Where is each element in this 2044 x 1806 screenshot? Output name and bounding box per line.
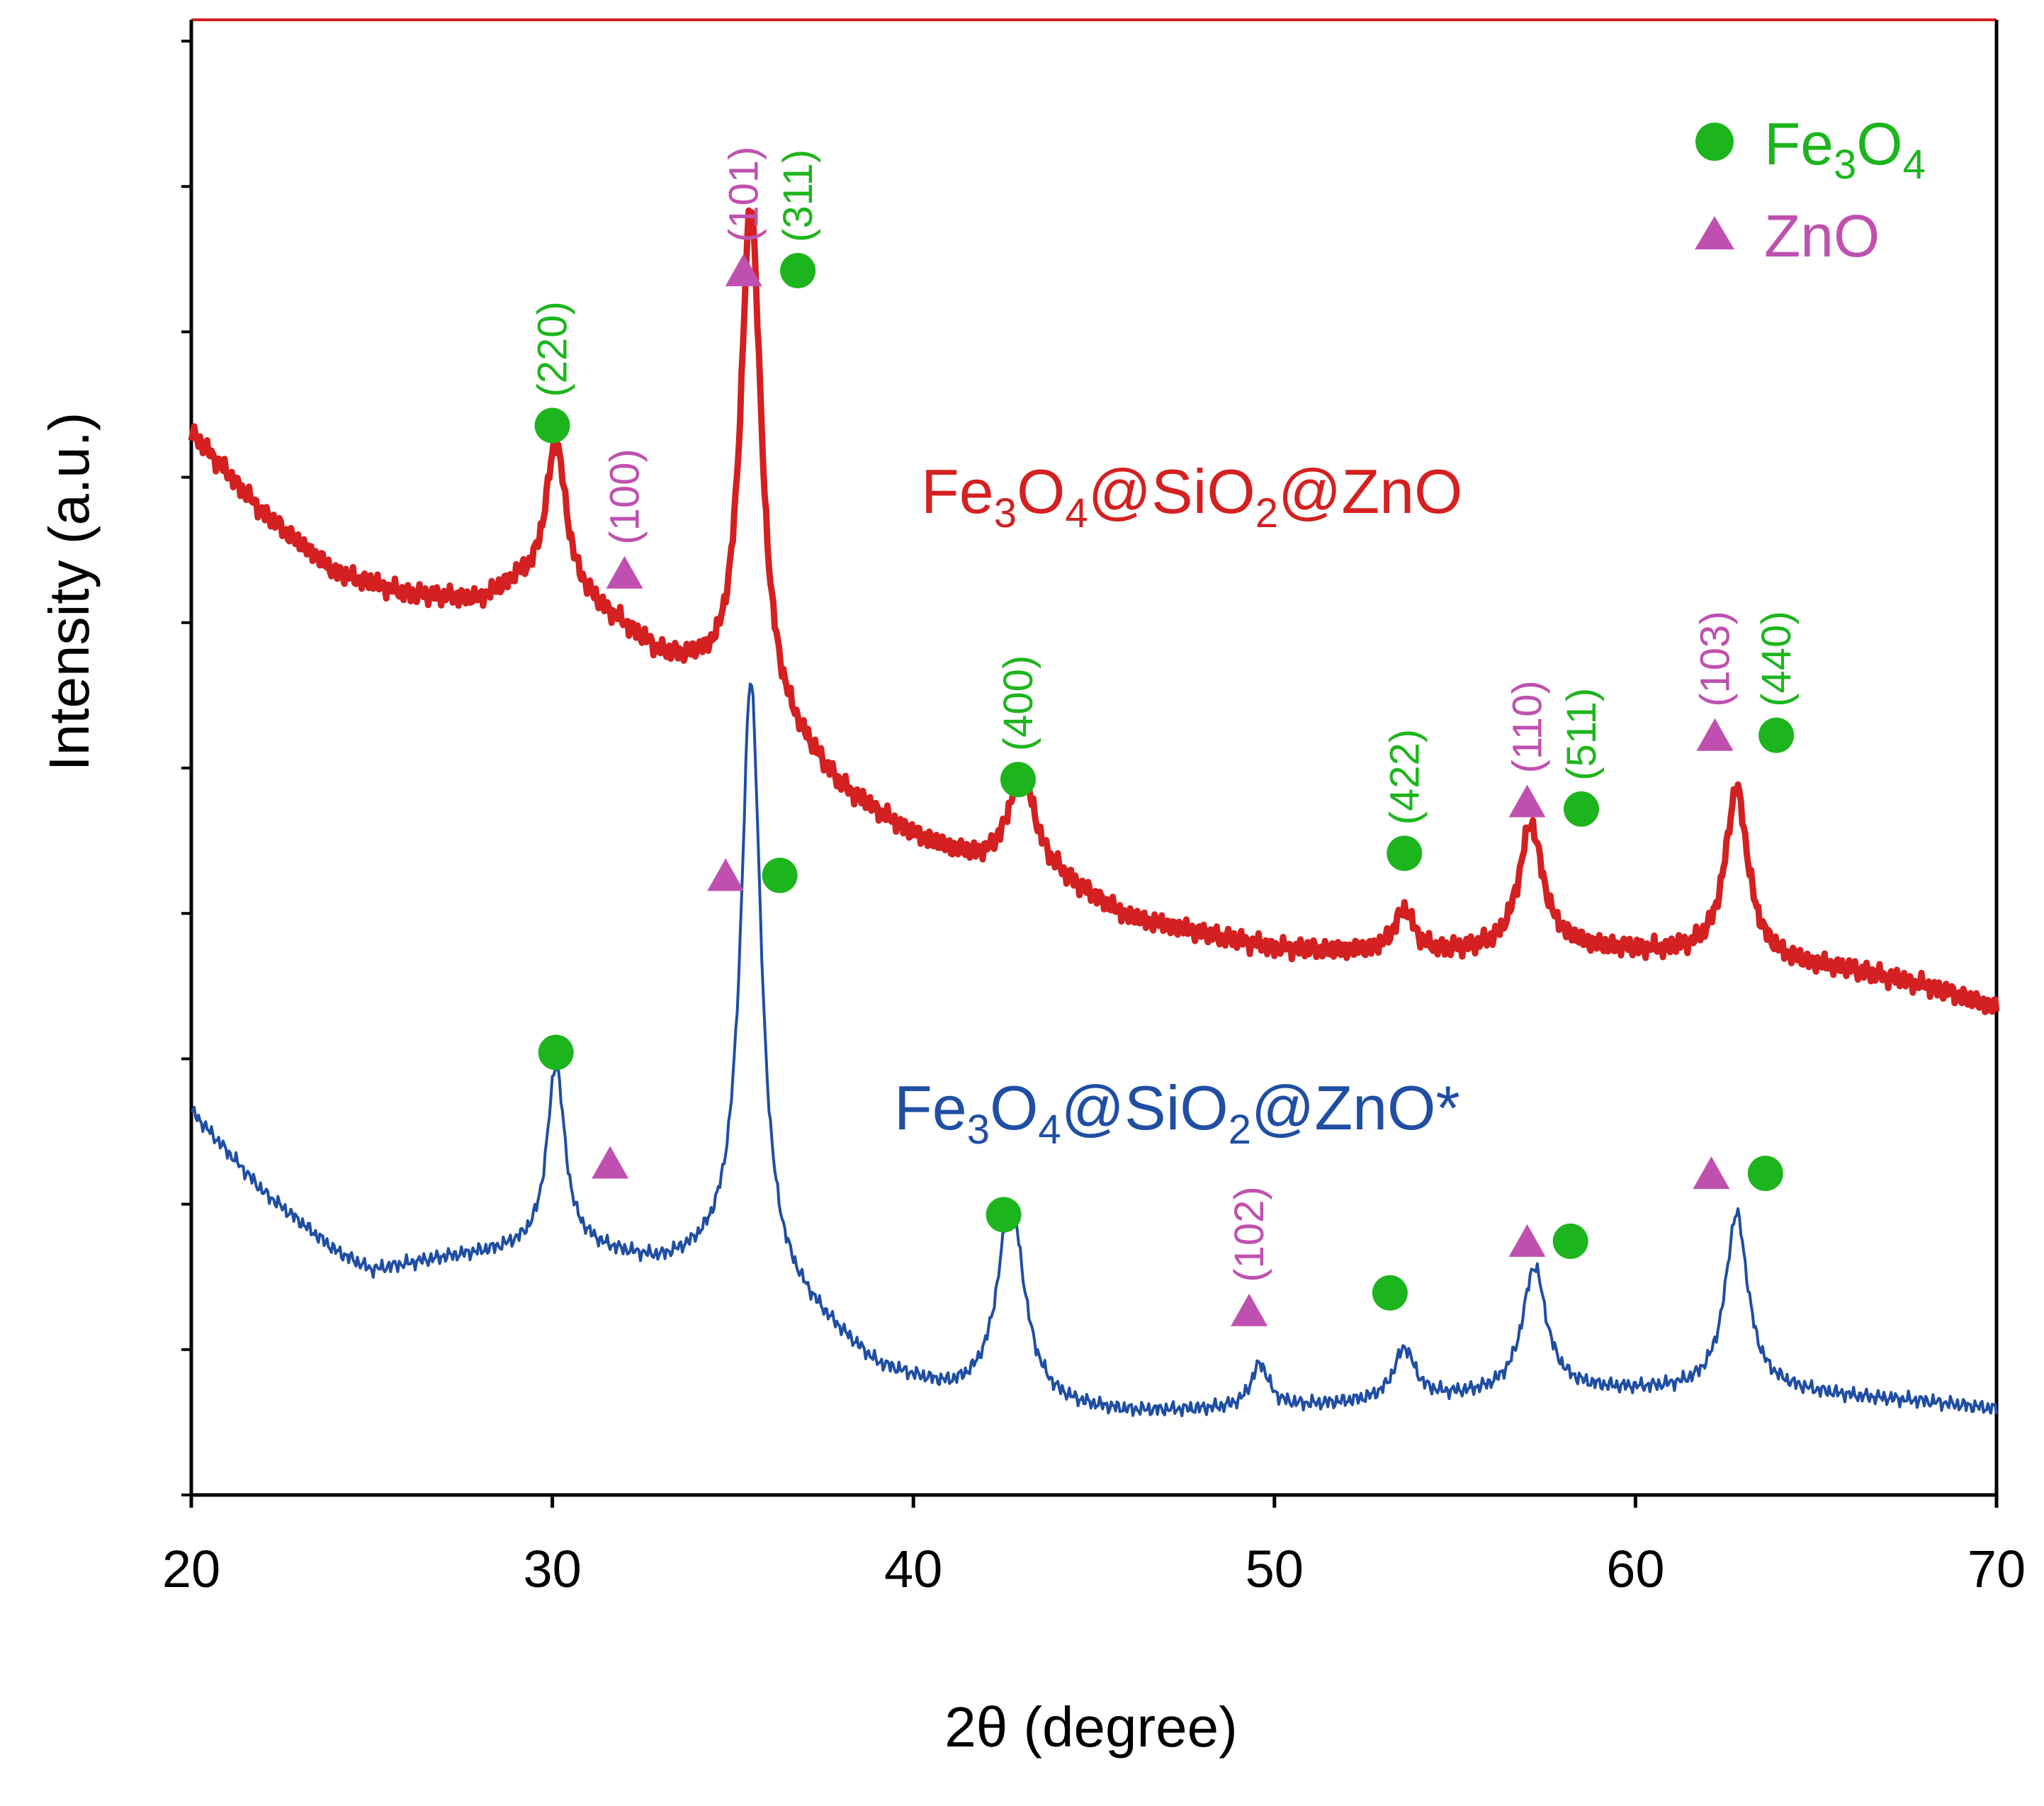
zno-marker-1 xyxy=(606,555,643,589)
fe3o4-marker-16 xyxy=(1372,1275,1408,1311)
fe3o4-marker-11 xyxy=(762,857,798,893)
hkl-label-9: (440) xyxy=(1754,611,1800,706)
zno-marker-15 xyxy=(1231,1293,1268,1326)
x-axis-ticks: 20 30 40 50 60 70 xyxy=(162,1495,2026,1598)
fe3o4-marker-18 xyxy=(1552,1223,1588,1259)
fe3o4-marker-5 xyxy=(1387,835,1423,871)
series-label-fe3o4-sio2-zno-star: Fe3O4@SiO2@ZnO* xyxy=(894,1073,1460,1153)
legend-label-fe3o4: Fe3O4 xyxy=(1764,111,1926,188)
zno-marker-13 xyxy=(592,1146,629,1179)
hkl-label-1: (100) xyxy=(602,448,648,544)
x-axis-title: 2θ (degree) xyxy=(944,1695,1238,1759)
peak-hkl-labels: (220) (100) (101) (311) (400) (422) (110) (511)… xyxy=(530,147,1800,1282)
fe3o4-marker-7 xyxy=(1563,791,1599,827)
zno-marker-6 xyxy=(1508,784,1546,818)
x-tick-label-70: 70 xyxy=(1967,1540,2026,1598)
y-axis-title: Intensity (a.u.) xyxy=(38,412,101,772)
hkl-label-2: (101) xyxy=(721,147,767,242)
legend-circle-marker xyxy=(1695,123,1734,161)
hkl-label-4: (400) xyxy=(995,655,1041,751)
fe3o4-marker-20 xyxy=(1747,1156,1783,1192)
zno-marker-8 xyxy=(1696,718,1734,751)
x-tick-label-30: 30 xyxy=(523,1540,581,1598)
y-axis-ticks xyxy=(181,40,191,1496)
legend-label-zno: ZnO xyxy=(1764,203,1880,269)
fe3o4-marker-0 xyxy=(534,407,570,444)
hkl-label-5: (422) xyxy=(1382,729,1428,825)
legend: Fe3O4 ZnO xyxy=(1695,111,1926,269)
hkl-label-6: (110) xyxy=(1505,680,1551,773)
hkl-label-7: (511) xyxy=(1559,688,1605,781)
zno-marker-19 xyxy=(1693,1156,1730,1190)
fe3o4-marker-12 xyxy=(538,1034,574,1071)
zno-marker-17 xyxy=(1508,1224,1546,1257)
x-tick-label-50: 50 xyxy=(1246,1540,1304,1598)
hkl-label-15: (102) xyxy=(1226,1186,1272,1282)
zno-marker-10 xyxy=(707,858,745,891)
fe3o4-marker-9 xyxy=(1758,717,1795,753)
hkl-label-3: (311) xyxy=(775,149,821,242)
x-tick-label-40: 40 xyxy=(884,1540,942,1598)
series-label-fe3o4-sio2-zno: Fe3O4@SiO2@ZnO xyxy=(921,456,1462,536)
legend-triangle-marker xyxy=(1695,216,1734,249)
fe3o4-marker-14 xyxy=(986,1197,1022,1233)
x-tick-label-20: 20 xyxy=(162,1540,220,1598)
x-tick-label-60: 60 xyxy=(1606,1540,1664,1598)
zno-marker-2 xyxy=(725,253,762,286)
peak-markers xyxy=(534,252,1795,1326)
series-line-fe3o4-sio2-zno-star xyxy=(191,682,1998,1418)
hkl-label-0: (220) xyxy=(530,301,576,397)
series-line-fe3o4-sio2-zno xyxy=(188,207,2000,1015)
fe3o4-marker-3 xyxy=(780,252,816,288)
hkl-label-8: (103) xyxy=(1693,611,1739,706)
fe3o4-marker-4 xyxy=(1000,762,1036,798)
